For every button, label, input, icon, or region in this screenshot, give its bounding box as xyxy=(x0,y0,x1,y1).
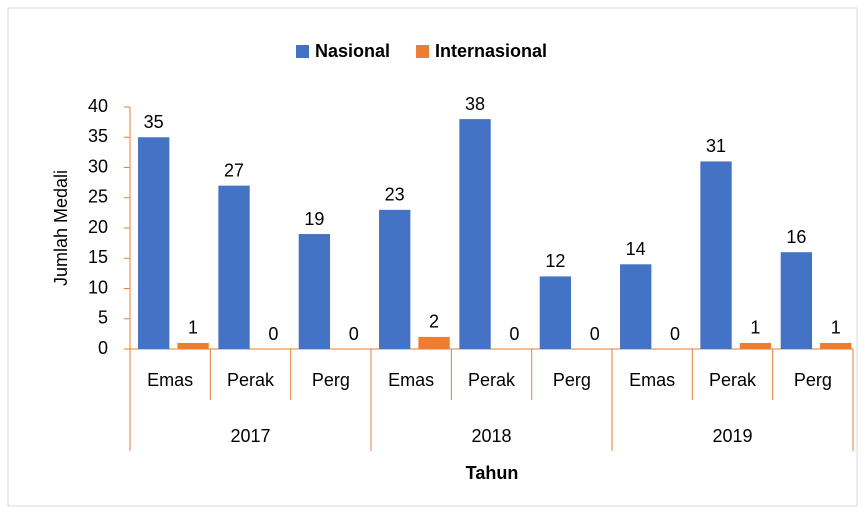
bar xyxy=(539,276,572,349)
bar xyxy=(700,161,732,349)
data-label: 19 xyxy=(304,209,324,229)
data-label: 0 xyxy=(670,324,680,344)
bar xyxy=(620,264,652,349)
y-axis-label: Jumlah Medali xyxy=(51,170,71,286)
legend-swatch xyxy=(296,45,309,58)
data-label: 38 xyxy=(465,94,485,114)
data-label: 16 xyxy=(786,227,806,247)
data-label: 1 xyxy=(188,318,198,338)
x-tick-label: Perak xyxy=(468,370,516,390)
y-tick-label: 15 xyxy=(88,247,108,267)
group-label: 2018 xyxy=(471,426,511,446)
legend-label: Nasional xyxy=(315,41,390,61)
y-tick-label: 25 xyxy=(88,187,108,207)
bar xyxy=(218,185,250,349)
x-tick-label: Emas xyxy=(388,370,434,390)
group-label: 2017 xyxy=(230,426,270,446)
data-label: 0 xyxy=(590,324,600,344)
y-tick-label: 0 xyxy=(98,338,108,358)
data-label: 0 xyxy=(349,324,359,344)
bar xyxy=(780,252,813,349)
x-tick-label: Emas xyxy=(147,370,193,390)
bar xyxy=(379,209,411,349)
data-label: 35 xyxy=(144,112,164,132)
data-label: 14 xyxy=(626,239,646,259)
data-label: 31 xyxy=(706,136,726,156)
data-label: 1 xyxy=(831,318,841,338)
legend-label: Internasional xyxy=(435,41,547,61)
bar xyxy=(177,342,209,349)
bar xyxy=(820,342,852,349)
data-label: 12 xyxy=(545,251,565,271)
bar xyxy=(459,119,491,349)
x-tick-label: Perg xyxy=(312,370,350,390)
data-label: 0 xyxy=(268,324,278,344)
y-tick-label: 10 xyxy=(88,277,108,297)
data-label: 1 xyxy=(750,318,760,338)
y-tick-label: 20 xyxy=(88,217,108,237)
data-label: 23 xyxy=(385,185,405,205)
data-label: 2 xyxy=(429,312,439,332)
bar xyxy=(138,137,170,349)
bar xyxy=(418,336,450,349)
legend-swatch xyxy=(416,45,430,58)
x-tick-label: Emas xyxy=(629,370,675,390)
data-label: 27 xyxy=(224,160,244,180)
x-tick-label: Perak xyxy=(227,370,275,390)
x-tick-label: Perak xyxy=(709,370,757,390)
y-tick-label: 40 xyxy=(88,96,108,116)
y-tick-label: 35 xyxy=(88,126,108,146)
x-axis-label: Tahun xyxy=(466,463,519,483)
x-tick-label: Perg xyxy=(553,370,591,390)
group-label: 2019 xyxy=(712,426,752,446)
bar xyxy=(739,342,772,349)
data-label: 0 xyxy=(509,324,519,344)
y-tick-label: 30 xyxy=(88,156,108,176)
x-tick-label: Perg xyxy=(794,370,832,390)
y-tick-label: 5 xyxy=(98,308,108,328)
bar xyxy=(298,234,331,349)
